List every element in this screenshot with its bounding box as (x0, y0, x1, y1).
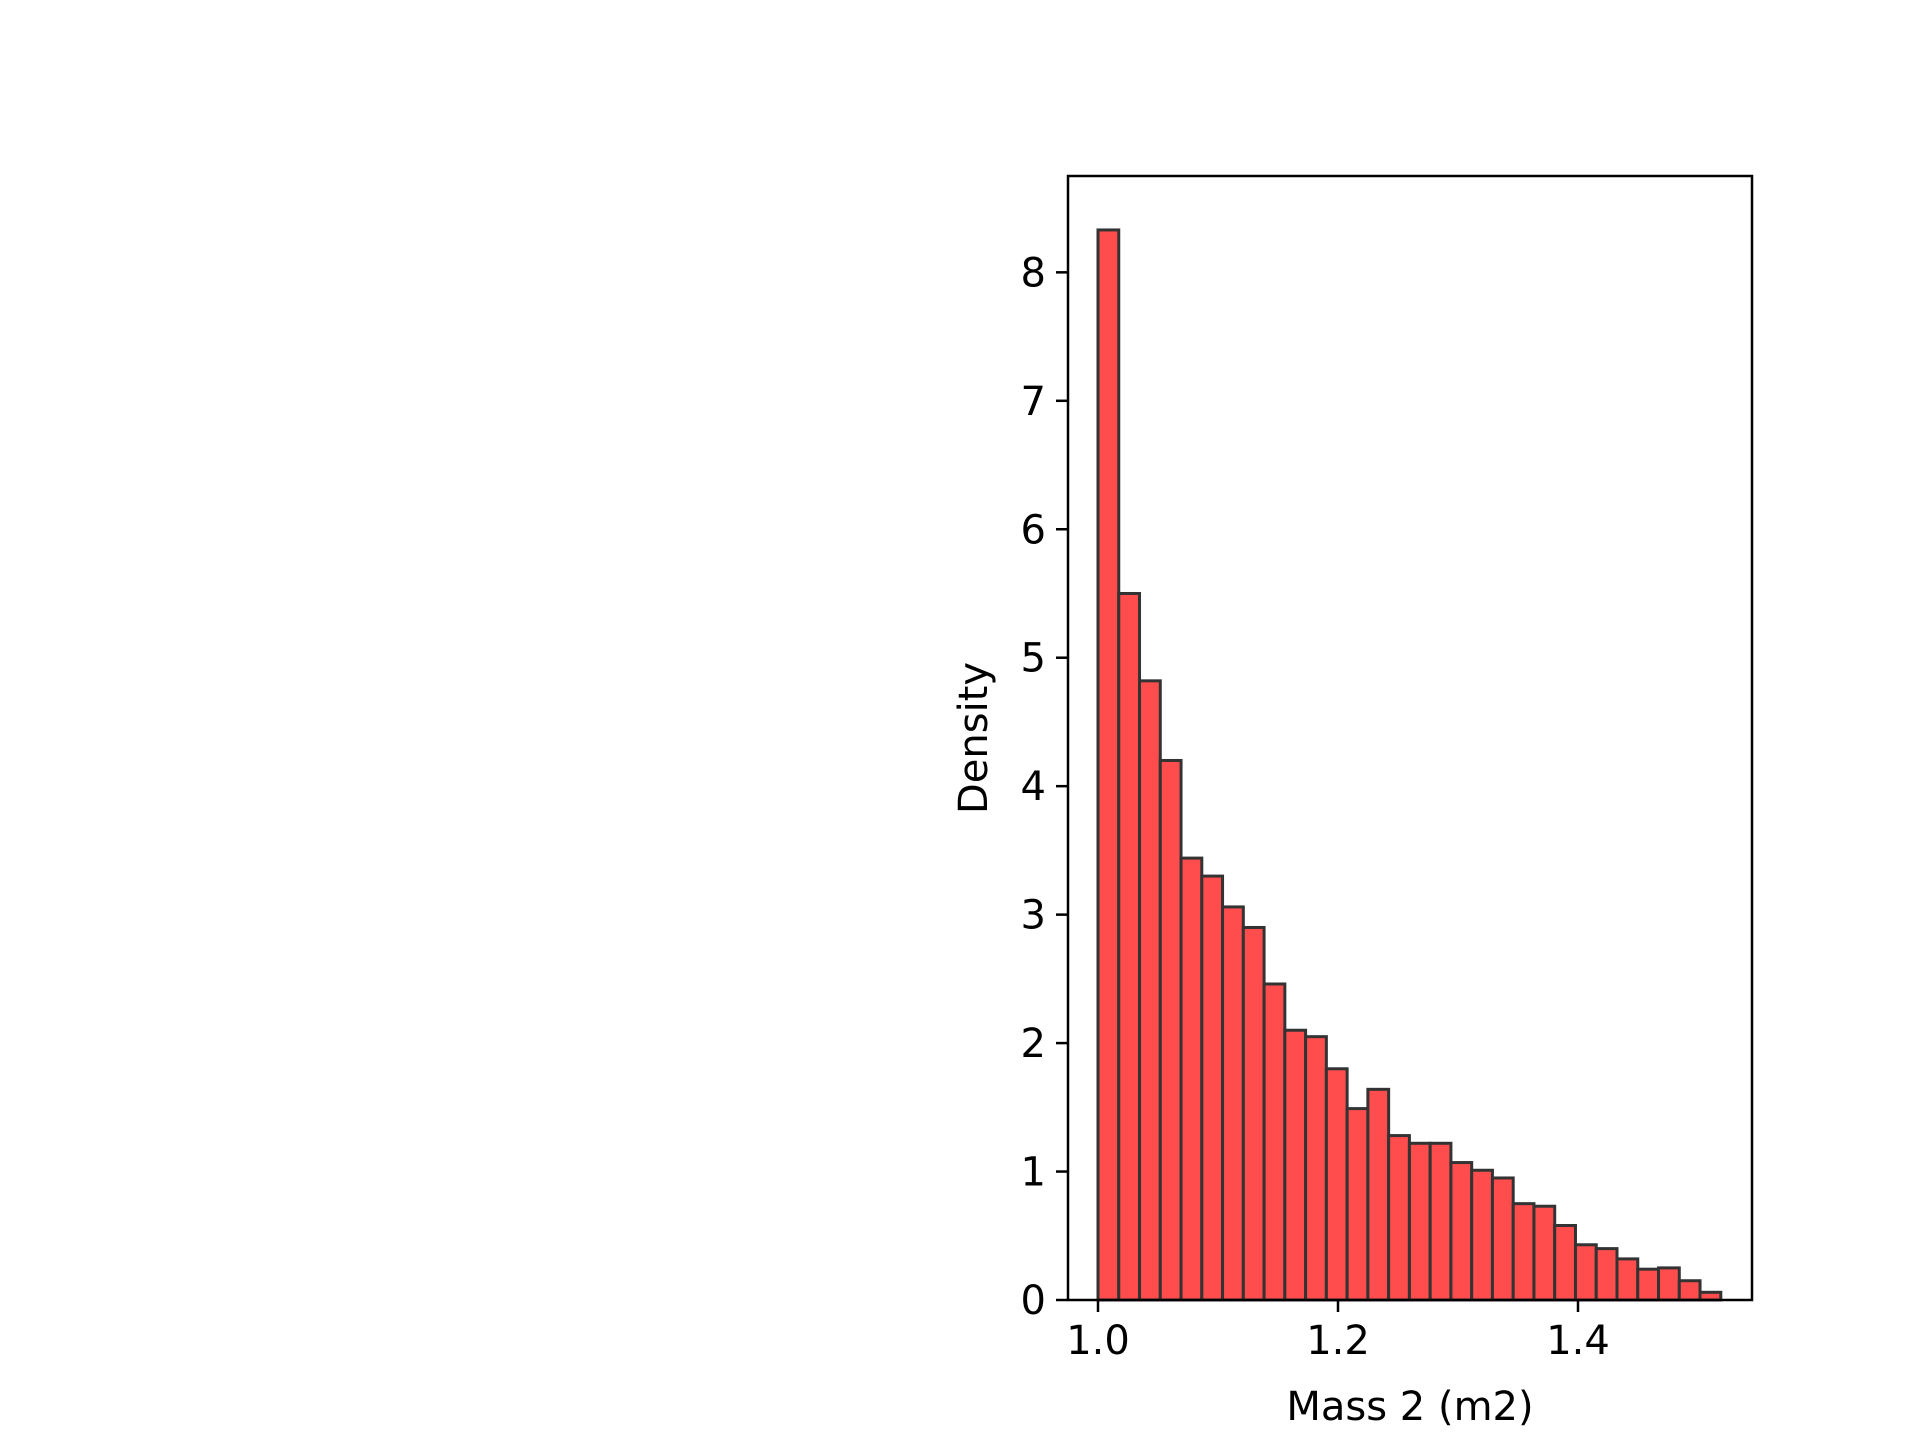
histogram-bar (1615, 1257, 1640, 1302)
x-tick-label: 1.4 (1546, 1318, 1610, 1364)
histogram-bar (1553, 1223, 1577, 1302)
y-axis-label: Density (951, 662, 997, 814)
y-tick-label: 3 (1021, 893, 1046, 939)
histogram-bar (1490, 1176, 1515, 1302)
histogram-bar (1283, 1028, 1308, 1302)
histogram-bar (1138, 679, 1162, 1302)
y-tick-label: 1 (1021, 1150, 1046, 1196)
histogram-bar (1573, 1243, 1598, 1302)
histogram-bar (1387, 1134, 1411, 1302)
y-tick-label: 4 (1021, 764, 1046, 810)
histogram-bar (1200, 874, 1225, 1302)
histogram-bar (1221, 905, 1245, 1302)
y-tick-label: 7 (1021, 379, 1046, 425)
histogram-bar (1428, 1141, 1453, 1302)
y-tick-label: 5 (1021, 636, 1046, 682)
y-axis-ticks: 0 1 2 3 4 5 6 7 8 (1021, 250, 1068, 1324)
histogram-bar (1241, 925, 1266, 1302)
histogram-bar (1657, 1266, 1681, 1302)
histogram-bar (1096, 228, 1121, 1302)
histogram-bar (1594, 1247, 1619, 1302)
histogram-bar (1470, 1168, 1494, 1302)
axes-frame (1066, 174, 1754, 1302)
histogram-bars (1096, 228, 1723, 1302)
histogram-bar (1636, 1267, 1661, 1302)
y-tick-label: 2 (1021, 1021, 1046, 1067)
histogram-bar (1677, 1279, 1702, 1302)
histogram-bar (1262, 982, 1287, 1302)
histogram-bar (1449, 1161, 1474, 1302)
histogram-bar (1345, 1107, 1370, 1302)
histogram-bar (1179, 856, 1204, 1302)
y-tick-label: 6 (1021, 507, 1046, 553)
histogram-bar (1511, 1202, 1536, 1302)
histogram-bar (1158, 758, 1183, 1302)
x-axis-label: Mass 2 (m2) (1286, 1384, 1533, 1430)
x-axis-ticks: 1.0 1.2 1.4 (1066, 1300, 1610, 1364)
x-tick-label: 1.2 (1306, 1318, 1370, 1364)
histogram-bar (1324, 1067, 1349, 1302)
y-tick-label: 8 (1021, 250, 1046, 296)
y-tick-label: 0 (1021, 1278, 1046, 1324)
histogram-bar (1532, 1204, 1557, 1302)
x-tick-label: 1.0 (1066, 1318, 1130, 1364)
histogram-bar (1407, 1141, 1432, 1302)
histogram-bar (1304, 1035, 1328, 1302)
histogram-bar (1117, 591, 1142, 1302)
histogram-bar (1366, 1087, 1391, 1302)
